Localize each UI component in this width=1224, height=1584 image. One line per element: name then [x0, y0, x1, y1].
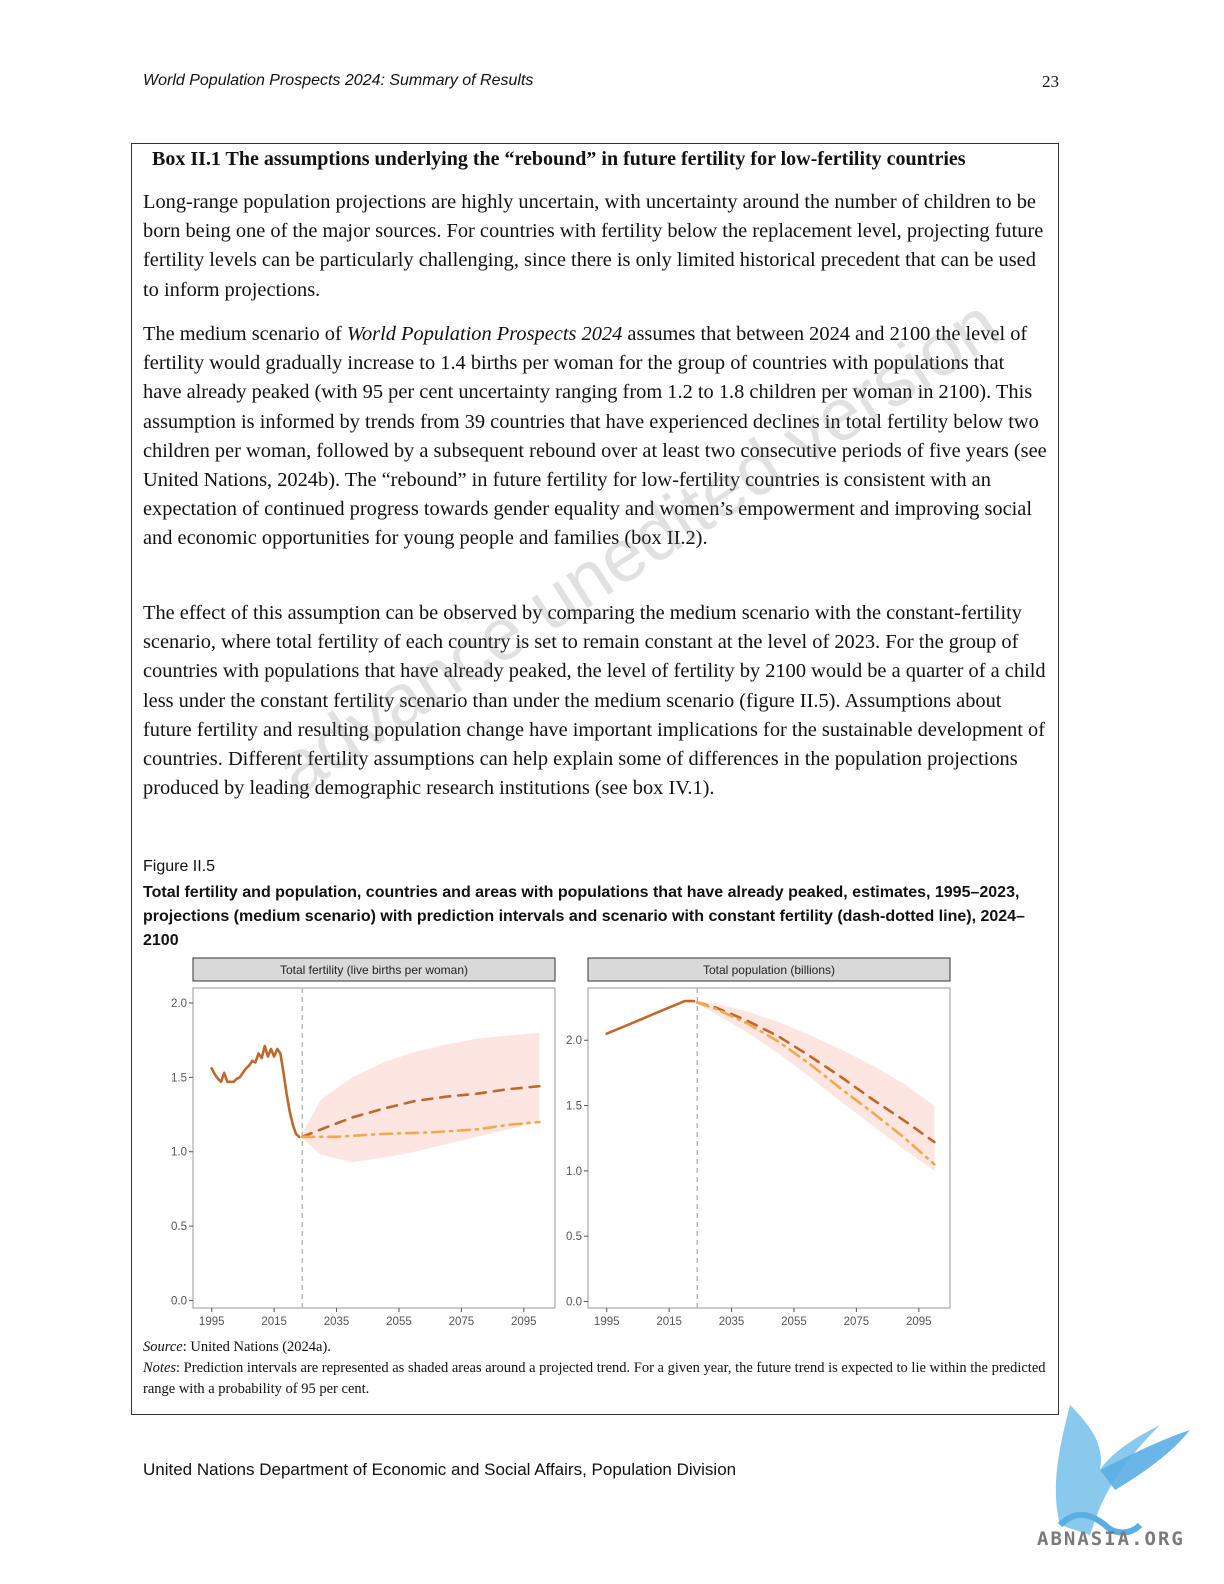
notes-label: Notes — [143, 1360, 177, 1376]
notes-text: : Prediction intervals are represented a… — [143, 1360, 1046, 1397]
panel-1-y-tick-label: 1.5 — [171, 1072, 187, 1084]
panel-2-title: Total population (billions) — [703, 963, 835, 977]
panel-1-series-medium — [300, 1084, 541, 1139]
panel-1-y-tick-label: 0.0 — [171, 1296, 187, 1308]
panel-2-series-constant — [695, 1001, 936, 1166]
panel-1-x-tick-label: 2015 — [261, 1316, 287, 1328]
figure-source: Source: United Nations (2024a). — [143, 1337, 1048, 1358]
paragraph-1: Long-range population projections are hi… — [143, 191, 1044, 301]
running-title: World Population Prospects 2024: Summary… — [143, 72, 534, 89]
panel-2-x-tick-label: 2035 — [719, 1316, 745, 1328]
panel-2-y-tick-label: 1.0 — [566, 1166, 582, 1178]
panel-2-strip — [587, 957, 951, 982]
panel-2-x-tick-label: 2015 — [656, 1316, 682, 1328]
footer-org: United Nations Department of Economic an… — [143, 1460, 737, 1479]
panel-1-x-tick-label: 2055 — [386, 1316, 412, 1328]
panel-1-y-tick-label: 1.0 — [171, 1147, 187, 1159]
panel-1-prediction-interval — [302, 1032, 540, 1163]
figure-ii-5-chart: Total fertility (live births per woman) 0… — [171, 957, 951, 1328]
panel-1-x-tick-label: 2075 — [449, 1316, 475, 1328]
box-ii-1: Box II.1 The assumptions underlying the … — [131, 143, 1059, 1415]
paragraph-3: The effect of this assumption can be obs… — [143, 602, 1046, 800]
logo-text: ABNASIA.ORG — [1037, 1528, 1185, 1550]
panel-1-x-tick-label: 1995 — [199, 1316, 225, 1328]
panel-1-title: Total fertility (live births per woman) — [280, 963, 468, 977]
figure-title: Total fertility and population, countrie… — [143, 884, 1025, 949]
figure-label: Figure II.5 — [143, 858, 216, 875]
panel-1-y-tick-label: 2.0 — [171, 998, 187, 1010]
panel-1-strip — [192, 957, 556, 982]
panel-2-y-tick-label: 1.5 — [566, 1101, 582, 1113]
panel-2-series-estimate — [605, 999, 696, 1035]
paragraph-2-prefix: The medium scenario of — [143, 323, 347, 345]
panel-1-x-tick-label: 2095 — [511, 1316, 537, 1328]
panel-1-y-tick-label: 0.5 — [171, 1221, 187, 1233]
griffin-logo-icon — [1055, 1405, 1190, 1536]
panel-2-x-tick-label: 2075 — [844, 1316, 870, 1328]
panel-2-series-medium — [695, 1001, 936, 1144]
running-header: World Population Prospects 2024: Summary… — [143, 72, 1059, 94]
panel-2-x-tick-label: 2095 — [906, 1316, 932, 1328]
panel-1-x-tick-label: 2035 — [324, 1316, 350, 1328]
figure-notes: Notes: Prediction intervals are represen… — [143, 1358, 1048, 1400]
paragraph-2-publication-title: World Population Prospects 2024 — [346, 323, 623, 345]
paragraph-2: The medium scenario of World Population … — [143, 320, 1047, 554]
panel-2-x-tick-label: 2055 — [781, 1316, 807, 1328]
panel-1-series-constant — [300, 1120, 541, 1139]
source-label: Source — [143, 1339, 183, 1355]
panel-2-x-tick-label: 1995 — [594, 1316, 620, 1328]
panel-2-y-tick-label: 0.5 — [566, 1231, 582, 1243]
panel-1-series-estimate — [210, 1044, 301, 1139]
page-number: 23 — [1042, 72, 1059, 91]
source-text: : United Nations (2024a). — [182, 1339, 331, 1355]
paragraph-2-body: assumes that between 2024 and 2100 the l… — [143, 323, 1047, 550]
panel-2-y-tick-label: 0.0 — [566, 1296, 582, 1308]
panel-2-y-tick-label: 2.0 — [566, 1035, 582, 1047]
panel-2-prediction-interval — [697, 1001, 935, 1171]
box-title: Box II.1 The assumptions underlying the … — [152, 148, 966, 170]
